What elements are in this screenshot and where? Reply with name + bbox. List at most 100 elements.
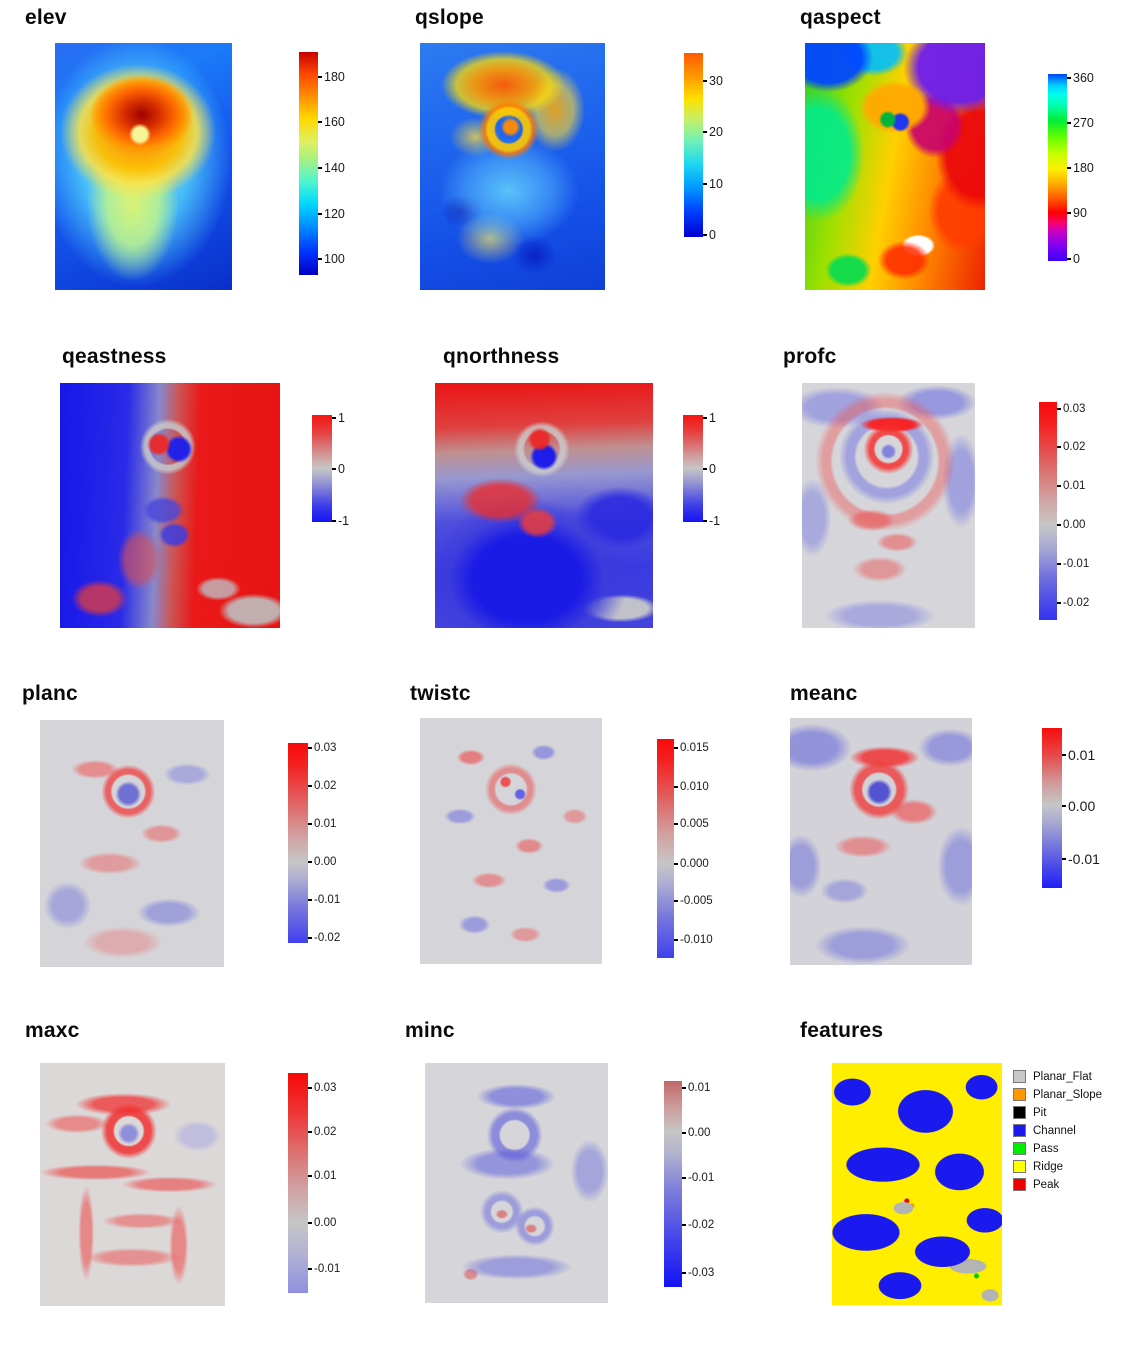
- legend-tick: 0.02: [308, 1126, 336, 1138]
- panel-title-elev: elev: [25, 6, 67, 29]
- legend-tick: 0.00: [1062, 798, 1095, 814]
- qslope-raster-map: [420, 43, 605, 290]
- legend-tick: 0.01: [308, 818, 336, 830]
- legend-tick: -0.010: [674, 934, 713, 946]
- legend-tick: 120: [318, 207, 345, 221]
- legend-item-pass: Pass: [1013, 1142, 1102, 1155]
- channel-swatch: [1013, 1124, 1026, 1137]
- panel-title-qslope: qslope: [415, 6, 484, 29]
- maxc-colorbar: [288, 1073, 308, 1293]
- legend-tick: 0.015: [674, 742, 709, 754]
- planar-slope-swatch: [1013, 1088, 1026, 1101]
- legend-tick: 0.005: [674, 818, 709, 830]
- legend-label: Planar_Slope: [1033, 1088, 1103, 1101]
- legend-label: Planar_Flat: [1033, 1070, 1092, 1083]
- legend-label: Pit: [1033, 1106, 1047, 1119]
- legend-tick: 0.03: [308, 742, 336, 754]
- legend-tick: -0.01: [1057, 558, 1089, 570]
- elev-colorbar: [299, 52, 318, 275]
- legend-tick: 0: [703, 228, 716, 242]
- legend-tick: 0.02: [308, 780, 336, 792]
- legend-item-planar-flat: Planar_Flat: [1013, 1070, 1102, 1083]
- panel-title-maxc: maxc: [25, 1019, 80, 1042]
- legend-tick: 0.02: [1057, 441, 1085, 453]
- twistc-raster-map: [420, 718, 602, 964]
- meanc-colorbar-ticks: 0.01 0.00 -0.01: [1062, 728, 1122, 888]
- legend-tick: 100: [318, 252, 345, 266]
- legend-tick: -0.01: [1062, 851, 1100, 867]
- qeastness-colorbar: [312, 415, 332, 522]
- legend-tick: -0.005: [674, 895, 713, 907]
- panel-title-twistc: twistc: [410, 682, 471, 705]
- legend-label: Channel: [1033, 1124, 1076, 1137]
- features-raster-map: [832, 1063, 1002, 1305]
- legend-tick: 0.01: [682, 1082, 710, 1094]
- legend-item-pit: Pit: [1013, 1106, 1102, 1119]
- qaspect-colorbar: [1048, 74, 1067, 261]
- pass-swatch: [1013, 1142, 1026, 1155]
- profc-colorbar: [1039, 402, 1057, 620]
- minc-colorbar: [664, 1081, 682, 1287]
- legend-item-planar-slope: Planar_Slope: [1013, 1088, 1102, 1101]
- legend-tick: 180: [318, 70, 345, 84]
- legend-tick: 1: [332, 411, 345, 425]
- legend-label: Peak: [1033, 1178, 1060, 1191]
- legend-tick: 0.00: [1057, 519, 1085, 531]
- profc-colorbar-ticks: 0.03 0.02 0.01 0.00 -0.01 -0.02: [1057, 402, 1117, 620]
- meanc-raster-map: [790, 718, 972, 965]
- panel-title-planc: planc: [22, 682, 78, 705]
- legend-tick: 160: [318, 115, 345, 129]
- legend-tick: 0: [1067, 252, 1080, 266]
- legend-tick: 0.00: [682, 1127, 710, 1139]
- ridge-swatch: [1013, 1160, 1026, 1173]
- legend-tick: 180: [1067, 161, 1094, 175]
- legend-tick: 0.010: [674, 781, 709, 793]
- legend-tick: -1: [332, 514, 349, 528]
- legend-tick: 0.00: [308, 856, 336, 868]
- qeastness-raster-map: [60, 383, 280, 628]
- qnorthness-colorbar-ticks: 1 0 -1: [703, 411, 763, 528]
- maxc-raster-map: [40, 1063, 225, 1306]
- qnorthness-raster-map: [435, 383, 653, 628]
- legend-tick: 0.03: [1057, 403, 1085, 415]
- planc-raster-map: [40, 720, 224, 967]
- qnorthness-colorbar: [683, 415, 703, 522]
- qaspect-raster-map: [805, 43, 985, 290]
- panel-title-qaspect: qaspect: [800, 6, 881, 29]
- panel-title-minc: minc: [405, 1019, 455, 1042]
- legend-tick: -0.01: [682, 1172, 714, 1184]
- legend-tick: 0.01: [1057, 480, 1085, 492]
- legend-tick: 90: [1067, 206, 1087, 220]
- legend-tick: 270: [1067, 116, 1094, 130]
- legend-tick: 0.000: [674, 858, 709, 870]
- peak-swatch: [1013, 1178, 1026, 1191]
- panel-title-qeastness: qeastness: [62, 345, 167, 368]
- panel-title-qnorthness: qnorthness: [443, 345, 560, 368]
- legend-tick: 360: [1067, 71, 1094, 85]
- legend-tick: 0: [332, 462, 345, 476]
- legend-item-ridge: Ridge: [1013, 1160, 1102, 1173]
- elev-raster-map: [55, 43, 232, 290]
- legend-item-channel: Channel: [1013, 1124, 1102, 1137]
- legend-tick: 30: [703, 74, 723, 88]
- legend-tick: 20: [703, 125, 723, 139]
- qslope-colorbar: [684, 53, 703, 237]
- legend-tick: -0.03: [682, 1267, 714, 1279]
- maxc-colorbar-ticks: 0.03 0.02 0.01 0.00 -0.01: [308, 1073, 368, 1293]
- pit-swatch: [1013, 1106, 1026, 1119]
- legend-label: Ridge: [1033, 1160, 1064, 1173]
- planar-flat-swatch: [1013, 1070, 1026, 1083]
- legend-tick: 0: [703, 462, 716, 476]
- legend-tick: -0.01: [308, 894, 340, 906]
- legend-tick: -0.02: [308, 932, 340, 944]
- legend-tick: -0.02: [1057, 597, 1089, 609]
- legend-tick: 0.00: [308, 1217, 336, 1229]
- legend-tick: -0.02: [682, 1219, 714, 1231]
- legend-item-peak: Peak: [1013, 1178, 1102, 1191]
- panel-title-meanc: meanc: [790, 682, 858, 705]
- legend-tick: 10: [703, 177, 723, 191]
- features-legend: Planar_Flat Planar_Slope Pit Channel Pas…: [1013, 1070, 1102, 1191]
- legend-tick: 0.03: [308, 1082, 336, 1094]
- panel-title-features: features: [800, 1019, 884, 1042]
